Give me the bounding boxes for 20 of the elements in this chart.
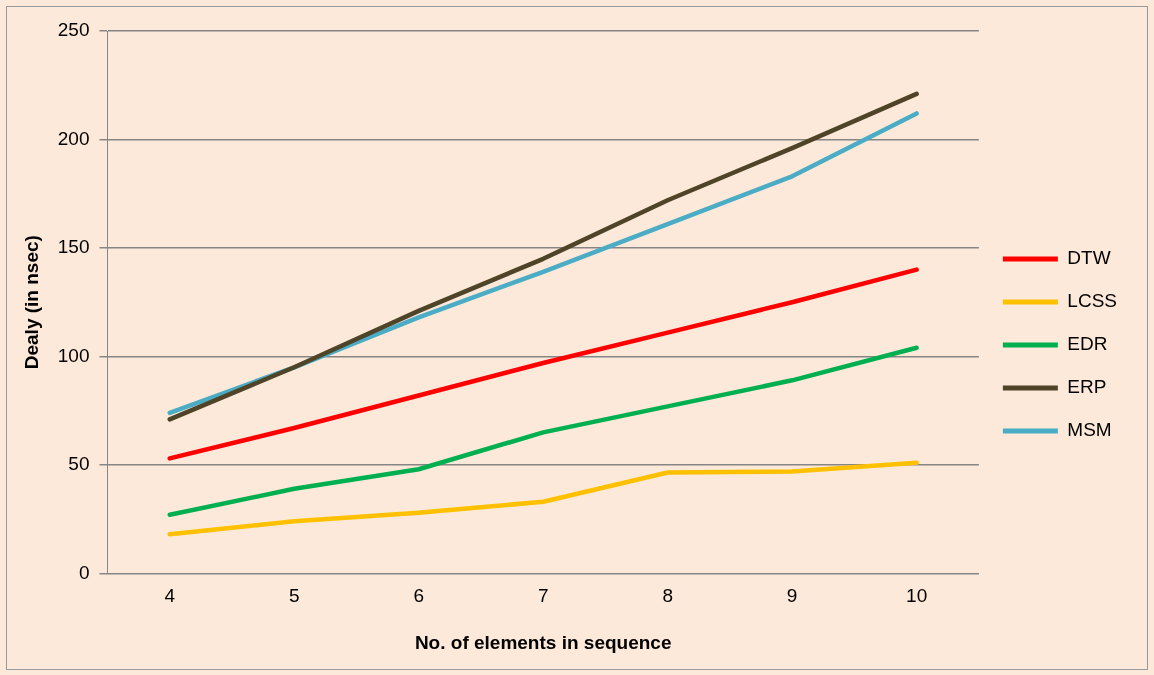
legend-label: ERP	[1067, 376, 1107, 398]
y-tick-label: 150	[57, 236, 90, 258]
x-tick-label: 4	[164, 585, 176, 607]
x-tick-label: 9	[786, 585, 798, 607]
legend-label: LCSS	[1067, 290, 1118, 312]
y-tick-label: 100	[57, 344, 90, 366]
x-tick-label: 5	[288, 585, 300, 607]
x-tick-label: 7	[537, 585, 549, 607]
x-tick-label: 8	[662, 585, 673, 607]
y-tick-label: 0	[78, 561, 90, 583]
legend-label: EDR	[1067, 333, 1108, 355]
y-axis-title: Dealy (in nsec)	[20, 235, 42, 370]
x-tick-label: 6	[413, 585, 424, 607]
y-tick-label: 200	[57, 127, 90, 149]
y-tick-label: 250	[57, 19, 90, 41]
x-axis-title: No. of elements in sequence	[414, 631, 672, 653]
legend-label: DTW	[1067, 247, 1111, 269]
y-tick-label: 50	[68, 453, 90, 475]
x-tick-label: 10	[906, 585, 928, 607]
legend-label: MSM	[1067, 419, 1112, 441]
